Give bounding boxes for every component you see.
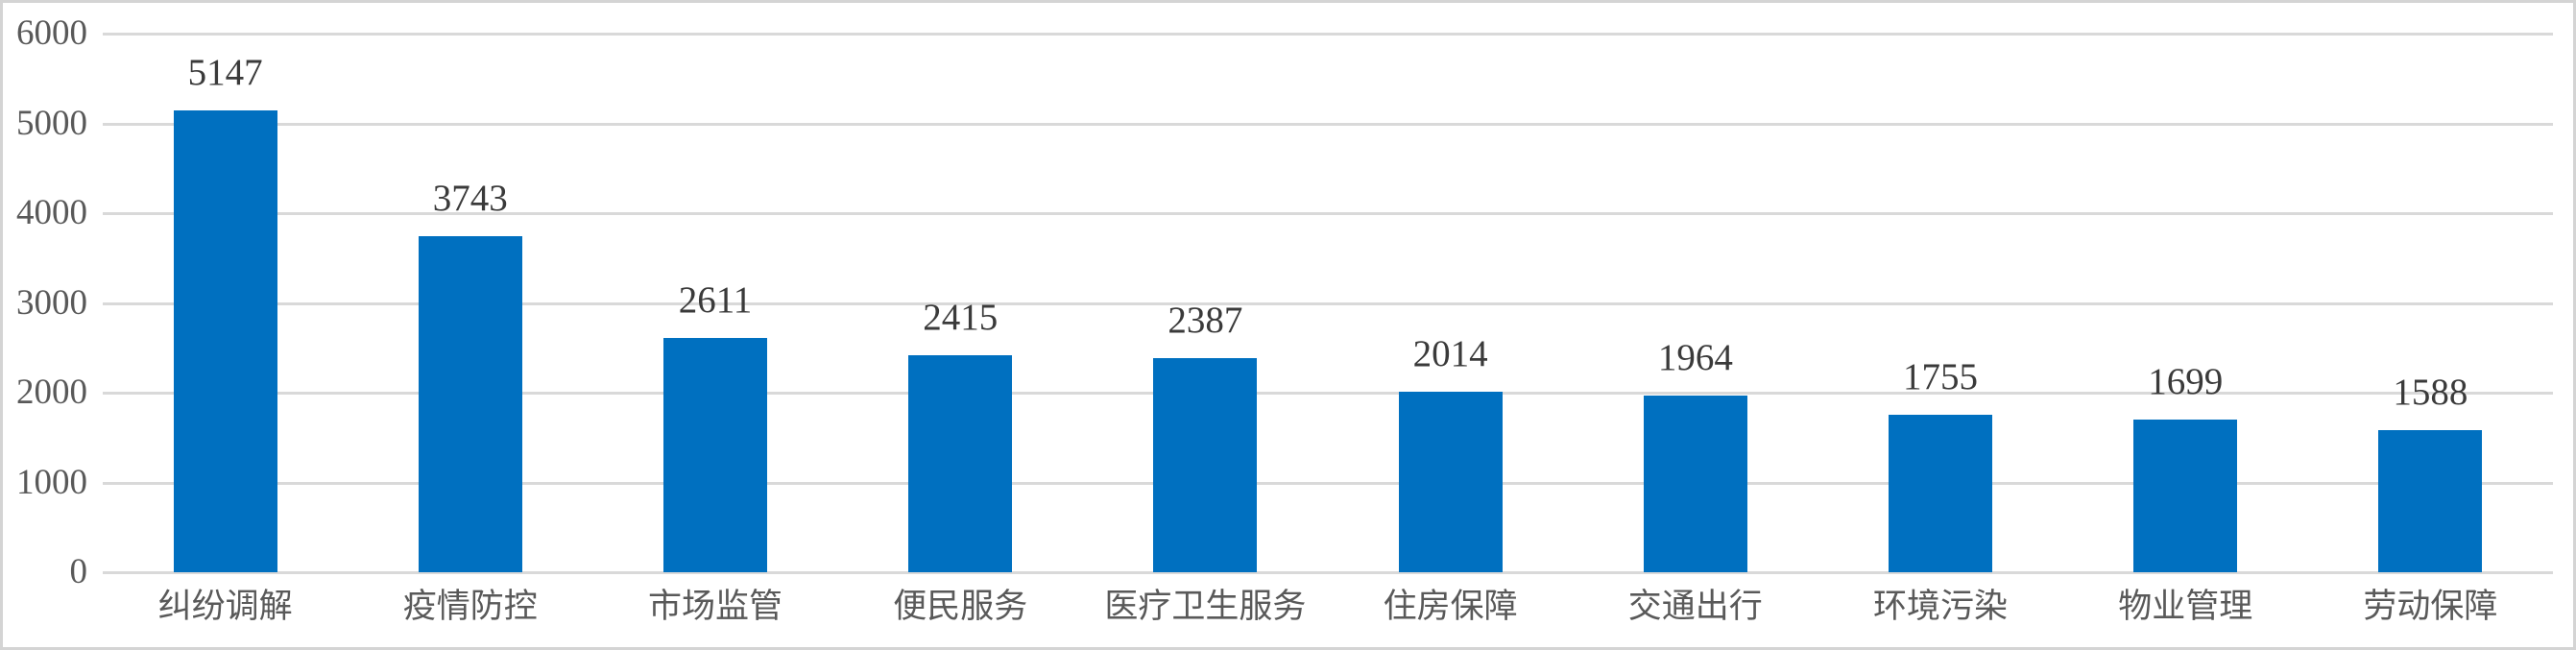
category-label: 住房保障 [1383, 588, 1518, 625]
bar-column: 1964 交通出行 [1573, 34, 1818, 625]
gridline [103, 301, 2553, 305]
bar [173, 109, 277, 572]
category-label: 交通出行 [1627, 588, 1763, 625]
y-tick-label: 5000 [16, 103, 87, 143]
gridline [103, 481, 2553, 485]
bar-value-label: 1964 [1657, 337, 1733, 379]
bar-column: 2611 市场监管 [592, 34, 837, 625]
bar [908, 355, 1013, 572]
category-label: 医疗卫生服务 [1104, 588, 1307, 625]
bar-column: 1588 劳动保障 [2308, 34, 2553, 625]
gridline [103, 122, 2553, 126]
category-label: 市场监管 [647, 588, 783, 625]
bar-column: 1699 物业管理 [2063, 34, 2308, 625]
bar-value-label: 1588 [2393, 371, 2468, 413]
bar-value-label: 2415 [923, 297, 999, 339]
category-label: 便民服务 [893, 588, 1028, 625]
y-tick-label: 0 [69, 552, 88, 591]
bar-value-label: 2014 [1412, 332, 1488, 374]
category-label: 环境污染 [1873, 588, 2009, 625]
bar-value-label: 2611 [678, 278, 753, 321]
bar-value-label: 1755 [1903, 355, 1979, 397]
category-label: 疫情防控 [402, 588, 538, 625]
bar [1153, 357, 1258, 572]
y-tick-label: 2000 [16, 373, 87, 412]
bar-column: 2415 便民服务 [838, 34, 1083, 625]
gridline [103, 571, 2553, 574]
gridline [103, 392, 2553, 395]
plot-area: 5147 纠纷调解 3743 疫情防控 2611 市场监管 2415 便民服务 2387 医疗卫生… [103, 34, 2553, 625]
y-tick-label: 3000 [16, 282, 87, 323]
bar [2133, 420, 2238, 572]
category-label: 纠纷调解 [157, 588, 293, 625]
bar-value-label: 3743 [432, 178, 508, 220]
bar [418, 236, 522, 572]
bar-column: 1755 环境污染 [1818, 34, 2062, 625]
bar-column: 2014 住房保障 [1328, 34, 1573, 625]
bar-value-label: 2387 [1168, 299, 1243, 341]
bar [663, 337, 767, 572]
bar-value-label: 5147 [187, 51, 263, 93]
bar [1398, 391, 1503, 572]
gridline [103, 212, 2553, 215]
bar-column: 3743 疫情防控 [348, 34, 592, 625]
gridline [103, 33, 2553, 36]
y-tick-label: 1000 [16, 462, 87, 502]
category-label: 物业管理 [2118, 588, 2253, 625]
y-tick-label: 6000 [16, 13, 87, 53]
bar [1643, 396, 1747, 572]
category-label: 劳动保障 [2363, 588, 2498, 625]
bar [1889, 414, 1993, 572]
bar-column: 2387 医疗卫生服务 [1083, 34, 1328, 625]
bar-column: 5147 纠纷调解 [103, 34, 348, 625]
y-tick-label: 4000 [16, 193, 87, 232]
bar [2378, 429, 2483, 572]
bar-value-label: 1699 [2148, 361, 2224, 403]
